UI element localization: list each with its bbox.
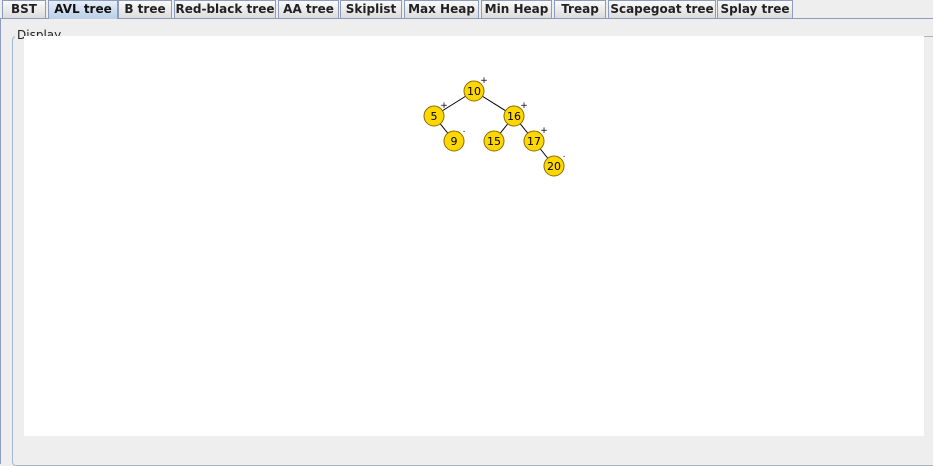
- tree-node[interactable]: 15: [483, 130, 505, 152]
- tab-skiplist[interactable]: Skiplist: [340, 0, 402, 18]
- tab-bst[interactable]: BST: [2, 0, 46, 18]
- tab-red-black-tree[interactable]: Red-black tree: [174, 0, 276, 18]
- tab-treap[interactable]: Treap: [554, 0, 606, 18]
- tab-avl-tree[interactable]: AVL tree: [48, 0, 118, 19]
- tree-drawing: 10 + 5 + 9 . 16 + 15 17 +: [423, 76, 566, 177]
- tab-max-heap[interactable]: Max Heap: [404, 0, 479, 18]
- tab-scapegoat-tree[interactable]: Scapegoat tree: [608, 0, 716, 18]
- node-balance-indicator: +: [480, 76, 488, 86]
- tree-edges: [433, 90, 555, 167]
- node-key: 9: [451, 135, 458, 148]
- tree-node[interactable]: 9 .: [443, 125, 466, 152]
- node-key: 20: [547, 160, 561, 173]
- tree-node[interactable]: 17 +: [523, 126, 548, 152]
- node-balance-indicator: +: [440, 101, 448, 111]
- node-key: 5: [431, 110, 438, 123]
- tree-node[interactable]: 10 +: [463, 76, 488, 102]
- node-key: 17: [527, 135, 541, 148]
- node-balance-indicator: +: [540, 126, 548, 136]
- node-key: 16: [507, 110, 521, 123]
- tab-b-tree[interactable]: B tree: [118, 0, 172, 18]
- display-canvas[interactable]: 10 + 5 + 9 . 16 + 15 17 +: [24, 36, 924, 436]
- tab-min-heap[interactable]: Min Heap: [481, 0, 552, 18]
- node-balance-indicator: +: [520, 101, 528, 111]
- tab-splay-tree[interactable]: Splay tree: [717, 0, 793, 18]
- tab-bar: BST AVL tree B tree Red-black tree AA tr…: [0, 0, 933, 19]
- node-key: 15: [487, 135, 501, 148]
- tree-node[interactable]: 5 +: [423, 101, 448, 127]
- tab-aa-tree[interactable]: AA tree: [278, 0, 339, 18]
- tree-node[interactable]: 20 .: [543, 150, 566, 177]
- node-key: 10: [467, 85, 481, 98]
- node-balance-indicator: .: [463, 125, 466, 135]
- node-balance-indicator: .: [563, 150, 566, 160]
- tab-bar-divider: [0, 18, 933, 19]
- tree-node[interactable]: 16 +: [503, 101, 528, 127]
